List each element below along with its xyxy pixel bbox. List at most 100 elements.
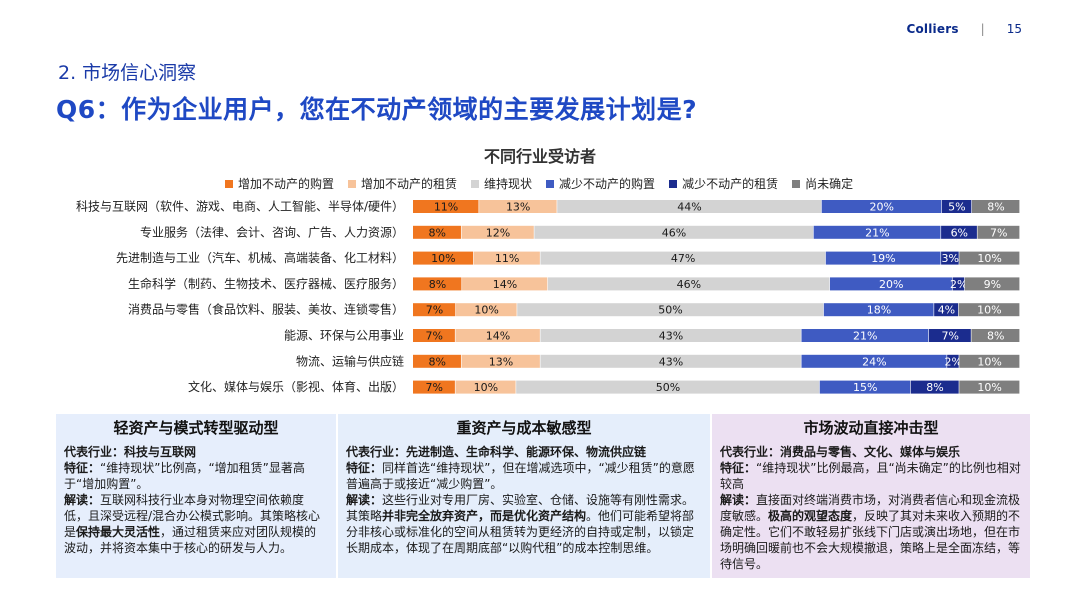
value: 先进制造、生命科学、能源环保、物流供应链: [406, 445, 647, 459]
bar-segment: [934, 303, 959, 317]
text: 直接面对终端消费市场，对消费者信心和现金流极度敏感。: [720, 493, 1021, 523]
bar-segment: [964, 277, 1020, 291]
bar-value-label: 24%: [862, 355, 886, 368]
category-label: 能源、环保与公用事业: [284, 329, 404, 343]
value: 消费品与零售、文化、媒体与娱乐: [780, 445, 961, 459]
bar-segment: [928, 329, 971, 342]
legend-label: 尚未确定: [805, 177, 854, 191]
bar-value-label: 6%: [951, 226, 968, 239]
legend-label: 增加不动产的购置: [238, 177, 335, 191]
label: 特征：: [64, 461, 101, 475]
legend-item-decrease-lease: 减少不动产的租赁: [669, 175, 778, 192]
panel-heavy-asset: 重资产与成本敏感型 代表行业：先进制造、生命科学、能源环保、物流供应链 特征：同…: [338, 414, 710, 578]
bar-segment: [547, 277, 830, 291]
stacked-bar-chart: 科技与互联网（软件、游戏、电商、人工智能、半导体/硬件） 11% 13% 44% 20%…: [76, 199, 1020, 394]
label: 代表行业：: [720, 445, 781, 459]
bar-segment: [829, 277, 952, 291]
panel-feature: 特征：同样首选“维持现状”，但在增减选项中，“减少租赁”的意愿普遍高于或接近“减…: [346, 460, 702, 492]
label: 特征：: [720, 461, 757, 475]
bar-value-label: 44%: [677, 201, 701, 214]
bar-value-label: 46%: [677, 278, 701, 291]
panel-interpretation: 解读：直接面对终端消费市场，对消费者信心和现金流极度敏感。极高的观望态度，反映了…: [720, 492, 1022, 572]
bar-segment: [461, 225, 534, 239]
highlight: 保持最大灵活性: [76, 525, 161, 539]
bar-segment: [534, 225, 814, 239]
bar-segment: [413, 303, 456, 317]
bar-value-label: 2%: [950, 278, 967, 291]
legend-label: 增加不动产的租赁: [361, 177, 458, 191]
bar-segment: [455, 380, 516, 394]
bar-segment: [819, 380, 911, 394]
bar-segment: [462, 277, 548, 291]
value: 科技与互联网: [124, 445, 197, 459]
bar-segment: [413, 277, 462, 291]
chart-title: 不同行业受访者: [483, 147, 596, 166]
bar-value-label: 7%: [941, 330, 958, 343]
legend-item-maintain: 维持现状: [471, 175, 532, 192]
question-title: Q6：作为企业用户，您在不动产领域的主要发展计划是?: [56, 95, 698, 124]
category-label: 生命科学（制药、生物技术、医疗器械、医疗服务）: [128, 276, 404, 291]
text: ，通过租赁来应对团队规模的波动，并将资本集中于核心的研发与人力。: [64, 525, 317, 555]
panel-representative: 代表行业：消费品与零售、文化、媒体与娱乐: [720, 444, 1022, 460]
bar-value-label: 2%: [945, 355, 962, 368]
category-label: 消费品与零售（食品饮料、服装、美妆、连锁零售）: [128, 302, 404, 317]
bar-segment: [910, 380, 959, 394]
legend-item-increase-lease: 增加不动产的租赁: [348, 175, 457, 192]
bar-value-label: 10%: [474, 304, 498, 317]
bar-segment: [941, 251, 959, 265]
bar-value-label: 8%: [926, 381, 943, 394]
bar-segment: [517, 303, 824, 317]
bar-value-label: 10%: [977, 381, 1001, 394]
bar-value-label: 7%: [426, 330, 443, 343]
label: 解读：: [346, 493, 383, 507]
bar-value-label: 50%: [658, 304, 682, 317]
bar-segment: [413, 225, 461, 239]
panel-interpretation: 解读：这些行业对专用厂房、实验室、仓储、设施等有刚性需求。其策略并非完全放弃资产…: [346, 492, 702, 556]
bar-value-label: 43%: [659, 355, 683, 368]
bar-segment: [952, 277, 965, 291]
category-label: 物流、运输与供应链: [296, 353, 404, 368]
bar-segment: [825, 251, 941, 265]
text: 这些行业对专用厂房、实验室、仓储、设施等有刚性需求。其策略: [346, 493, 695, 523]
bar-value-label: 14%: [493, 278, 517, 291]
bar-value-label: 11%: [434, 201, 458, 214]
bar-value-label: 8%: [987, 201, 1004, 214]
bar-value-label: 15%: [853, 381, 877, 394]
bar-value-label: 10%: [977, 252, 1001, 265]
bar-segment: [823, 303, 934, 317]
bar-value-label: 10%: [474, 381, 498, 394]
legend-label: 维持现状: [484, 177, 533, 191]
bar-segment: [801, 354, 947, 368]
bar-segment: [557, 200, 822, 213]
legend-item-decrease-purchase: 减少不动产的购置: [546, 175, 655, 192]
legend-label: 减少不动产的租赁: [682, 177, 779, 191]
bar-segment: [971, 329, 1020, 342]
bar-value-label: 47%: [671, 252, 695, 265]
section-title: 2. 市场信心洞察: [58, 62, 197, 84]
bar-segment: [801, 329, 929, 342]
bar-segment: [947, 354, 959, 368]
header-bar: Colliers | 15: [906, 22, 1022, 36]
bar-value-label: 14%: [486, 330, 510, 343]
bar-segment: [959, 380, 1020, 394]
bar-value-label: 7%: [990, 226, 1007, 239]
legend-swatch: [471, 179, 480, 188]
bar-value-label: 3%: [941, 252, 958, 265]
bar-segment: [941, 225, 977, 239]
bar-segment: [813, 225, 941, 239]
bar-value-label: 46%: [662, 226, 686, 239]
category-label: 专业服务（法律、会计、咨询、广告、人力资源）: [140, 224, 404, 239]
text: ，反映了其对未来收入预期的不确定性。它们不敢轻易扩张线下门店或演出场地，但在市场…: [720, 509, 1021, 571]
text: “维持现状”比例最高，且“尚未确定”的比例也相对较高: [720, 461, 1021, 491]
bar-value-label: 20%: [870, 201, 894, 214]
bar-segment: [413, 354, 461, 368]
bar-segment: [516, 380, 820, 394]
bar-value-label: 19%: [871, 252, 895, 265]
bar-segment: [540, 354, 801, 368]
page-number: 15: [1006, 22, 1022, 36]
label: 解读：: [64, 493, 101, 507]
bar-segment: [479, 200, 557, 213]
label: 特征：: [346, 461, 383, 475]
bar-value-label: 8%: [429, 226, 446, 239]
bar-value-label: 4%: [938, 304, 955, 317]
